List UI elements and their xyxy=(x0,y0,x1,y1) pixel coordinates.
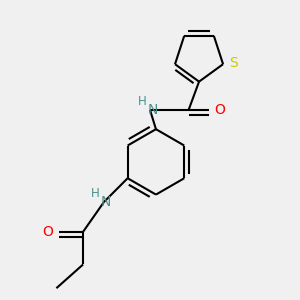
Text: N: N xyxy=(147,103,158,117)
Text: H: H xyxy=(138,95,147,108)
Text: N: N xyxy=(100,195,111,209)
Text: S: S xyxy=(229,56,238,70)
Text: H: H xyxy=(91,188,99,200)
Text: O: O xyxy=(42,225,53,239)
Text: O: O xyxy=(214,103,225,117)
